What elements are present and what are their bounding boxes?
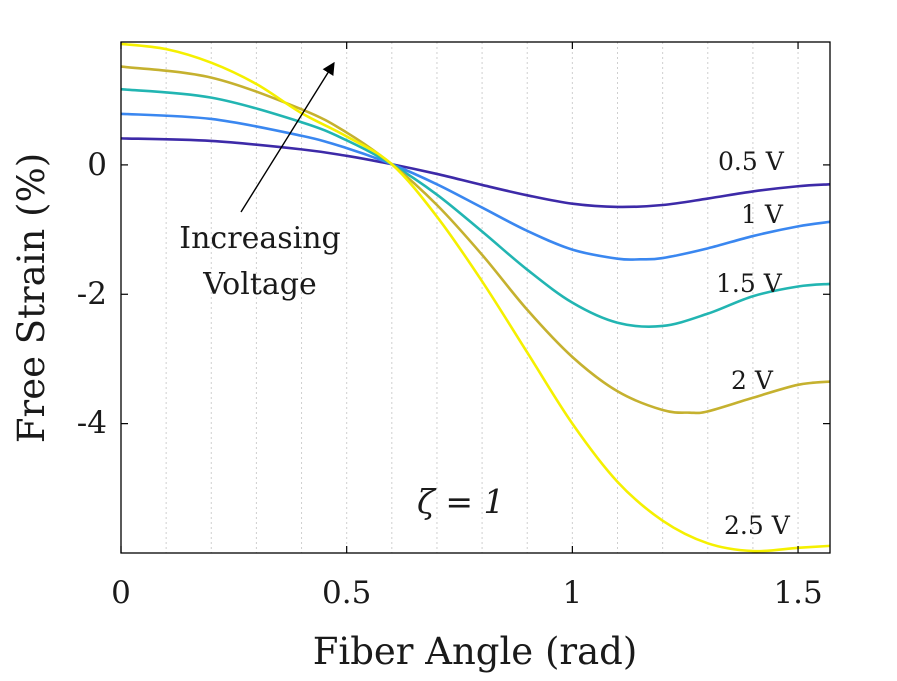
annotation-arrow: [240, 61, 335, 213]
y-tick-labels: 0 -2 -4: [77, 147, 107, 441]
series-line-1.5V: [121, 87, 830, 328]
annotation-text-line2: Voltage: [202, 267, 316, 302]
x-tick-label: 0: [111, 575, 131, 611]
x-tick-label: 1.5: [773, 575, 822, 611]
annotation-zeta: ζ = 1: [417, 482, 505, 521]
series-line-2V: [121, 65, 830, 415]
series-label-0.5V: 0.5 V: [718, 147, 785, 176]
y-tick-label: 0: [87, 147, 107, 183]
series-line-0.5V: [121, 137, 830, 209]
series-lines: [121, 42, 830, 553]
series-line-2.5V: [121, 42, 830, 553]
x-axis-title: Fiber Angle (rad): [313, 630, 638, 673]
x-tick-label: 1: [563, 575, 583, 611]
plot-background: [121, 42, 830, 553]
y-tick-label: -4: [77, 405, 107, 441]
y-tick-label: -2: [77, 276, 107, 312]
series-label-1V: 1 V: [741, 200, 784, 229]
series-label-2.5V: 2.5 V: [724, 511, 791, 540]
series-line-1V: [121, 112, 830, 261]
annotation-increasing-voltage: Increasing Voltage: [179, 61, 341, 302]
series-label-1.5V: 1.5 V: [716, 269, 783, 298]
x-tick-label: 0.5: [322, 575, 371, 611]
series-labels: 0.5 V 1 V 1.5 V 2 V 2.5 V: [716, 147, 791, 540]
plot-frame: [120, 41, 831, 554]
y-axis-title: Free Strain (%): [10, 153, 53, 443]
series-label-2V: 2 V: [731, 366, 774, 395]
ticks: [120, 42, 830, 553]
annotation-text-line1: Increasing: [179, 221, 340, 256]
x-tick-labels: 0 0.5 1 1.5: [111, 575, 823, 611]
